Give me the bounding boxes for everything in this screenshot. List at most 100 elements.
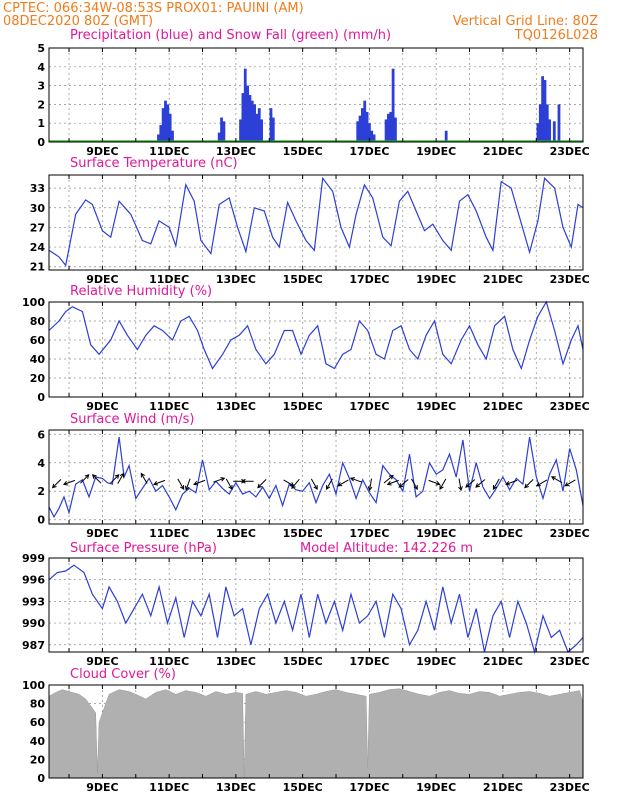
plot-frame bbox=[48, 47, 584, 143]
x-tick-label: 21DEC bbox=[483, 655, 523, 668]
precip-bar bbox=[360, 108, 364, 142]
wind-vector-arrow bbox=[225, 478, 233, 490]
precip-bar bbox=[257, 108, 261, 142]
precip-bar bbox=[157, 134, 160, 142]
wind-vector-arrow bbox=[535, 479, 548, 487]
precip-bar bbox=[222, 121, 226, 142]
wind-vector-arrow bbox=[51, 479, 62, 489]
precip-bar bbox=[271, 117, 275, 142]
wind-vector-arrow bbox=[80, 474, 90, 484]
precip-bar bbox=[543, 79, 547, 142]
cloud-cover-title: Cloud Cover (%) bbox=[70, 667, 176, 682]
precip-bar bbox=[444, 130, 448, 142]
model-altitude-note: Model Altitude: 142.226 m bbox=[300, 541, 473, 556]
precip-bar bbox=[166, 104, 170, 142]
temperature-panel: Surface Temperature (nC) 9DEC 11DEC 13DEC 1… bbox=[30, 156, 590, 286]
plot-frame bbox=[48, 429, 584, 525]
wind-vector-arrow bbox=[117, 472, 125, 484]
precip-bar bbox=[363, 100, 367, 142]
precip-bar bbox=[246, 85, 249, 142]
temperature-title: Surface Temperature (nC) bbox=[70, 156, 238, 171]
y-tick-label: 0 bbox=[37, 136, 45, 149]
wind-vector-arrow bbox=[398, 479, 409, 488]
precip-bar bbox=[220, 117, 223, 142]
wind-vector-arrow bbox=[465, 479, 476, 488]
wind-panel: Surface Wind (m/s) 9DEC 11DEC 13DEC 15DEC 17… bbox=[37, 412, 589, 540]
y-tick-label: 2 bbox=[37, 98, 45, 111]
plot-frame bbox=[48, 557, 584, 653]
x-tick-label: 19DEC bbox=[416, 655, 456, 668]
x-tick-label: 21DEC bbox=[483, 273, 523, 286]
y-tick-label: 4 bbox=[37, 457, 45, 470]
x-tick-label: 17DEC bbox=[349, 400, 389, 413]
x-tick-label: 23DEC bbox=[550, 655, 590, 668]
wind-vector-arrow bbox=[153, 479, 166, 486]
header-date: 08DEC2020 80Z (GMT) bbox=[3, 14, 153, 29]
y-tick-label: 33 bbox=[30, 182, 45, 195]
x-tick-label: 23DEC bbox=[550, 527, 590, 540]
humidity-title: Relative Humidity (%) bbox=[70, 284, 212, 299]
precip-bar bbox=[241, 93, 245, 142]
x-tick-label: 13DEC bbox=[216, 273, 256, 286]
wind-vector-arrow bbox=[349, 477, 363, 483]
header-station: CPTEC: 066:34W-08:53S PROX01: PAUINI (AM… bbox=[3, 1, 304, 16]
y-tick-label: 3 bbox=[37, 80, 45, 93]
wind-vector-arrow bbox=[291, 478, 300, 489]
x-tick-label: 19DEC bbox=[416, 781, 456, 794]
x-tick-label: 15DEC bbox=[283, 781, 323, 794]
y-tick-label: 27 bbox=[30, 221, 45, 234]
pressure-line bbox=[48, 564, 584, 655]
y-tick-label: 990 bbox=[22, 617, 45, 630]
y-tick-label: 999 bbox=[22, 552, 45, 565]
precip-bar bbox=[384, 119, 388, 142]
y-tick-label: 20 bbox=[30, 372, 46, 385]
wind-vector-arrow bbox=[428, 479, 441, 486]
precip-bar bbox=[260, 119, 263, 142]
x-tick-label: 9DEC bbox=[86, 527, 118, 540]
y-tick-label: 6 bbox=[37, 428, 45, 441]
x-tick-label: 21DEC bbox=[483, 527, 523, 540]
precip-bar bbox=[239, 119, 242, 142]
precip-bar bbox=[164, 100, 167, 142]
wind-vector-arrow bbox=[367, 478, 373, 492]
wind-vector-arrow bbox=[185, 478, 191, 491]
x-tick-label: 9DEC bbox=[86, 273, 118, 286]
x-tick-label: 9DEC bbox=[86, 655, 118, 668]
precip-bar bbox=[250, 100, 254, 142]
precip-bar bbox=[389, 111, 393, 142]
y-tick-label: 21 bbox=[30, 261, 45, 274]
y-tick-label: 80 bbox=[30, 315, 46, 328]
precip-bar bbox=[269, 108, 273, 142]
x-tick-label: 11DEC bbox=[149, 527, 189, 540]
header-model-code: TQ0126L028 bbox=[514, 28, 598, 43]
wind-vector-arrow bbox=[110, 474, 120, 484]
pressure-panel: Surface Pressure (hPa) Model Altitude: 1… bbox=[22, 541, 590, 668]
precip-bar bbox=[387, 113, 390, 142]
x-tick-label: 9DEC bbox=[86, 781, 118, 794]
precip-bar bbox=[161, 108, 165, 142]
precip-bar bbox=[538, 104, 542, 142]
wind-vector-arrow bbox=[62, 479, 76, 486]
y-tick-label: 993 bbox=[22, 595, 45, 608]
precip-bar bbox=[391, 68, 395, 142]
precip-bar bbox=[171, 130, 174, 142]
y-tick-label: 40 bbox=[30, 735, 46, 748]
precip-bar bbox=[536, 123, 540, 142]
x-tick-label: 13DEC bbox=[216, 145, 256, 158]
y-tick-label: 996 bbox=[22, 574, 45, 587]
wind-vector-arrow bbox=[140, 472, 148, 484]
x-tick-label: 11DEC bbox=[149, 655, 189, 668]
y-tick-label: 0 bbox=[37, 391, 45, 404]
precip-bar bbox=[552, 121, 556, 142]
wind-vector-arrow bbox=[310, 478, 318, 490]
pressure-title: Surface Pressure (hPa) bbox=[70, 541, 217, 556]
wind-vector-arrow bbox=[213, 477, 226, 483]
y-tick-label: 0 bbox=[37, 772, 45, 785]
y-tick-label: 20 bbox=[30, 753, 46, 766]
x-tick-label: 21DEC bbox=[483, 400, 523, 413]
wind-vector-arrow bbox=[325, 478, 333, 490]
precip-bar bbox=[541, 76, 545, 142]
x-tick-label: 15DEC bbox=[283, 400, 323, 413]
humidity-line bbox=[48, 300, 584, 371]
